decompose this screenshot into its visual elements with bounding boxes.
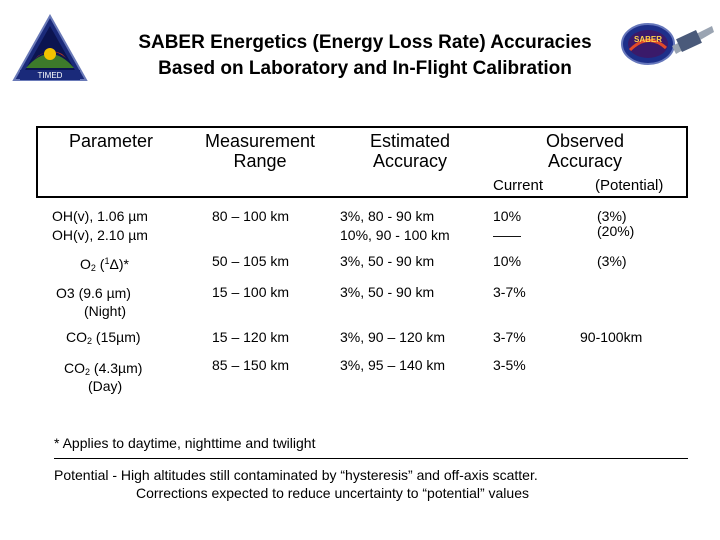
slide-title: SABER Energetics (Energy Loss Rate) Accu… [60, 30, 670, 82]
potential-note: Potential - High altitudes still contami… [54, 466, 538, 502]
param-o2-singlet-delta: O2 (1Δ)* [80, 252, 129, 277]
param-oh-210: OH(v), 2.10 µm [52, 227, 148, 243]
header-measurement-range: Measurement Range [204, 131, 316, 171]
param-rest: (15µm) [92, 329, 141, 345]
header-box-top [36, 126, 688, 128]
param-main: O [80, 256, 91, 272]
current-value: 3-7% [493, 329, 526, 345]
param-main: CO [64, 360, 85, 376]
current-value: 3-5% [493, 357, 526, 373]
param-open: ( [95, 256, 105, 272]
param-co2-day: (Day) [88, 378, 123, 394]
header-potential: (Potential) [595, 177, 664, 194]
potential-note-line-2: Corrections expected to reduce uncertain… [136, 485, 529, 501]
param-oh-106: OH(v), 1.06 µm [52, 208, 148, 224]
saber-instrument-logo: SABER [621, 23, 714, 65]
estimated-value: 3%, 50 - 90 km [340, 284, 435, 300]
timed-mission-logo: TIMED [12, 14, 88, 81]
range-value: 80 – 100 km [212, 208, 290, 224]
estimated-value-1: 3%, 80 - 90 km [340, 208, 435, 224]
range-value: 50 – 105 km [212, 253, 290, 269]
header-box-bottom [36, 196, 688, 198]
potential-value-1: (3%) [597, 208, 627, 224]
potential-note-line-1: Potential - High altitudes still contami… [54, 467, 538, 483]
current-value: 10% [493, 253, 522, 269]
range-value: 85 – 150 km [212, 357, 290, 373]
saber-logo-text: SABER [634, 35, 662, 44]
estimated-value: 3%, 90 – 120 km [340, 329, 446, 345]
param-main: CO [66, 329, 87, 345]
estimated-value-2: 10%, 90 - 100 km [340, 227, 450, 243]
current-value: 3-7% [493, 284, 526, 300]
range-value: 15 – 100 km [212, 284, 290, 300]
param-subscript: 2 [85, 367, 91, 377]
param-o3: O3 (9.6 µm) [56, 285, 131, 301]
estimated-value: 3%, 50 - 90 km [340, 253, 435, 269]
current-value-1: 10% [493, 208, 522, 224]
note-divider [54, 458, 688, 459]
header-box-right [686, 126, 688, 198]
estimated-value: 3%, 95 – 140 km [340, 357, 446, 373]
param-co2-15um: CO2 (15µm) [66, 328, 141, 350]
param-rest: (4.3µm) [90, 360, 143, 376]
header-parameter: Parameter [68, 131, 154, 151]
param-co2-43um: CO2 (4.3µm) [64, 359, 142, 381]
timed-logo-text: TIMED [38, 71, 63, 80]
header-box-left [36, 126, 38, 198]
potential-value: 90-100km [580, 329, 643, 345]
potential-value: (3%) [597, 253, 627, 269]
header-observed-accuracy: Observed Accuracy [545, 131, 625, 171]
potential-value-2: (20%) [597, 223, 635, 239]
range-value: 15 – 120 km [212, 329, 290, 345]
param-subscript: 2 [87, 336, 93, 346]
param-subscript: 2 [90, 263, 96, 273]
title-line-1: SABER Energetics (Energy Loss Rate) Accu… [138, 32, 592, 53]
header-current: Current [493, 177, 544, 194]
footnote-asterisk: * Applies to daytime, nighttime and twil… [54, 435, 316, 451]
param-rest: Δ)* [109, 256, 129, 272]
current-value-2: —— [493, 227, 521, 243]
param-o3-night: (Night) [84, 303, 127, 319]
param-superscript: 1 [104, 256, 110, 266]
title-line-2: Based on Laboratory and In-Flight Calibr… [158, 58, 572, 79]
header-estimated-accuracy: Estimated Accuracy [369, 131, 451, 171]
